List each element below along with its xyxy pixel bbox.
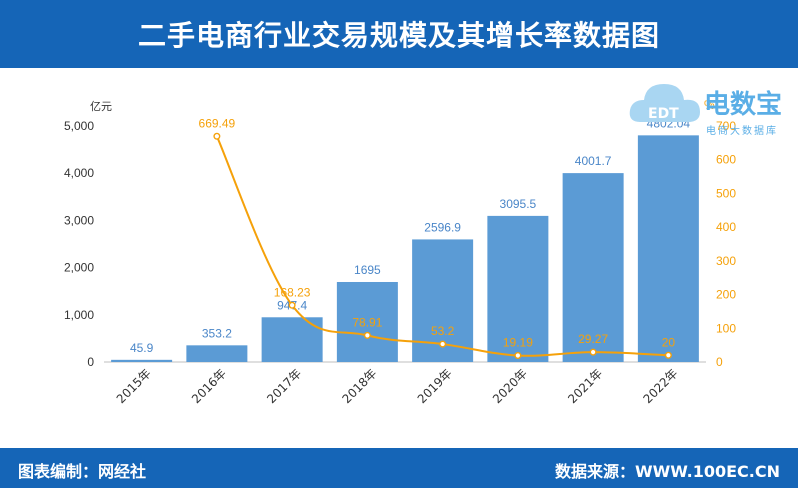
- line-data-label: 19.19: [503, 336, 533, 350]
- y-right-tick-label: 500: [716, 186, 736, 200]
- y-right-tick-label: 300: [716, 254, 736, 268]
- x-tick-label: 2017年: [264, 366, 304, 406]
- logo-brand-text: 电数宝: [704, 90, 783, 120]
- x-tick-label: 2018年: [340, 366, 380, 406]
- y-right-unit: %: [704, 98, 715, 112]
- y-right-tick-label: 700: [716, 119, 736, 133]
- bar-data-label: 45.9: [130, 341, 154, 355]
- y-left-tick-label: 3,000: [64, 213, 94, 227]
- line-data-label: 20: [662, 335, 676, 349]
- x-tick-label: 2019年: [415, 366, 455, 406]
- bar-data-label: 2596.9: [424, 220, 461, 234]
- logo-sub-text: 电商大数据库: [706, 126, 778, 137]
- line-point: [363, 331, 371, 339]
- y-left-tick-label: 2,000: [64, 261, 94, 275]
- line-point: [213, 132, 221, 140]
- bar: [487, 215, 549, 362]
- x-tick-label: 2016年: [189, 366, 229, 406]
- line-point: [288, 301, 296, 309]
- bar: [111, 359, 173, 362]
- x-tick-label: 2021年: [565, 366, 605, 406]
- y-right-tick-label: 0: [716, 355, 723, 369]
- bar: [336, 281, 398, 362]
- combo-chart: 亿元 % 0 1,000 2,000 3,000 4,000 5,000 0 100 200 300 4…: [64, 98, 736, 406]
- bar-data-label: 1695: [354, 263, 381, 277]
- line-data-label: 29.27: [578, 332, 608, 346]
- line-point: [514, 352, 522, 360]
- x-tick-label: 2015年: [114, 366, 154, 406]
- line-data-label: 78.91: [352, 315, 382, 329]
- bar: [261, 317, 323, 362]
- y-left-tick-label: 1,000: [64, 308, 94, 322]
- chart-title: 二手电商行业交易规模及其增长率数据图: [137, 19, 660, 52]
- chart-header: 二手电商行业交易规模及其增长率数据图: [0, 0, 798, 68]
- y-right-tick-label: 200: [716, 288, 736, 302]
- bar-data-label: 3095.5: [500, 197, 537, 211]
- bar-data-label: 4001.7: [575, 154, 612, 168]
- y-right-tick-label: 100: [716, 321, 736, 335]
- y-left-tick-label: 0: [87, 355, 94, 369]
- footer-source: 数据来源：WWW.100EC.CN: [554, 462, 780, 481]
- y-left-unit: 亿元: [90, 100, 112, 113]
- x-tick-label: 2020年: [490, 366, 530, 406]
- line-data-label: 669.49: [199, 116, 236, 130]
- bar: [637, 135, 699, 362]
- line-point: [439, 340, 447, 348]
- svg-text:EDT: EDT: [648, 106, 679, 122]
- chart-footer: 图表编制：网经社 数据来源：WWW.100EC.CN: [0, 448, 798, 488]
- line-point: [664, 351, 672, 359]
- y-left-tick-label: 4,000: [64, 166, 94, 180]
- line-point: [589, 348, 597, 356]
- footer-editor: 图表编制：网经社: [18, 462, 147, 481]
- y-left-tick-label: 5,000: [64, 119, 94, 133]
- y-right-tick-label: 400: [716, 220, 736, 234]
- y-right-tick-label: 600: [716, 153, 736, 167]
- bar: [186, 345, 248, 362]
- bar: [562, 173, 624, 362]
- line-data-label: 168.23: [274, 285, 311, 299]
- brand-logo: EDT 电数宝 电商大数据库: [626, 70, 796, 142]
- bar-data-label: 353.2: [202, 326, 232, 340]
- line-data-label: 53.2: [431, 324, 455, 338]
- x-tick-label: 2022年: [641, 366, 681, 406]
- cloud-logo-icon: EDT: [629, 84, 700, 122]
